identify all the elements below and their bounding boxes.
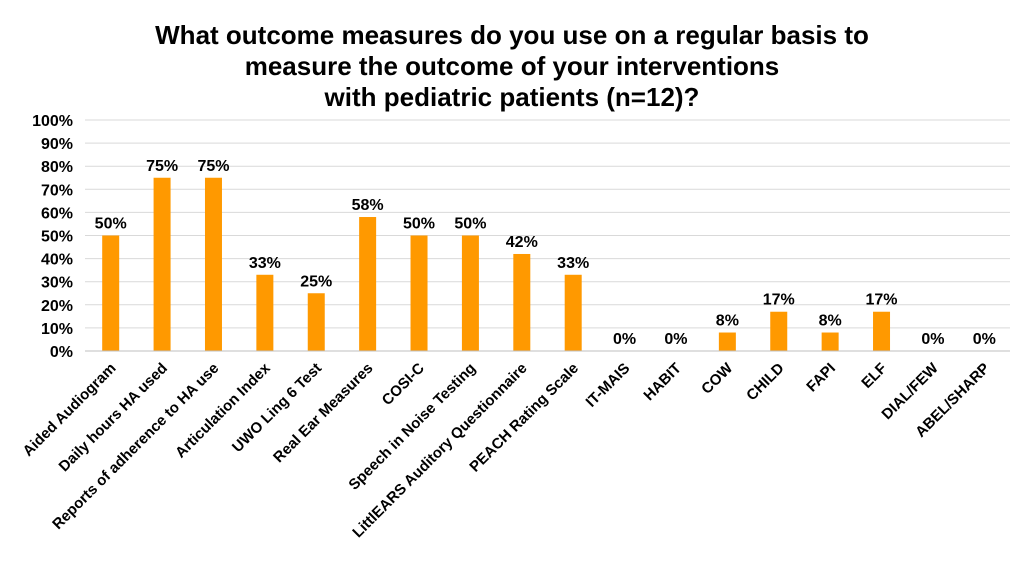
y-tick-label: 40% bbox=[41, 252, 73, 269]
y-tick-label: 50% bbox=[41, 229, 73, 246]
data-label: 50% bbox=[95, 216, 127, 233]
bar bbox=[307, 293, 325, 351]
data-label: 17% bbox=[763, 292, 795, 309]
y-tick-label: 70% bbox=[41, 182, 73, 199]
data-label: 25% bbox=[300, 273, 332, 290]
bar bbox=[770, 311, 788, 351]
data-label: 50% bbox=[403, 216, 435, 233]
data-label: 33% bbox=[249, 255, 281, 272]
bars bbox=[102, 177, 891, 351]
bar bbox=[102, 235, 120, 351]
bar bbox=[873, 311, 891, 351]
y-tick-label: 80% bbox=[41, 159, 73, 176]
x-tick-label: CHILD bbox=[743, 360, 788, 405]
chart-title: What outcome measures do you use on a re… bbox=[0, 20, 1024, 113]
chart-title-line-1: What outcome measures do you use on a re… bbox=[155, 20, 869, 50]
x-tick-label: FAPI bbox=[803, 360, 839, 396]
y-tick-label: 10% bbox=[41, 321, 73, 338]
x-tick-label: HABIT bbox=[640, 360, 684, 404]
bar bbox=[153, 177, 171, 351]
x-tick-label: Aided Audiogram bbox=[20, 360, 120, 460]
y-axis: 0% 10% 20% 30% 40% 50% 60% 70% 80% 90% 100% bbox=[32, 113, 73, 361]
x-tick-label: UWO Ling 6 Test bbox=[229, 360, 325, 456]
data-labels: 50% 75% 75% 33% 25% 58% 50% 50% 42% 33% 0% 0% 8% 17% 8… bbox=[95, 158, 996, 348]
bar bbox=[204, 177, 222, 351]
data-label: 0% bbox=[664, 331, 687, 348]
y-tick-label: 90% bbox=[41, 136, 73, 153]
bar bbox=[821, 332, 839, 351]
y-tick-label: 100% bbox=[32, 113, 73, 130]
x-tick-label: Articulation Index bbox=[172, 359, 274, 461]
y-tick-label: 60% bbox=[41, 205, 73, 222]
data-label: 58% bbox=[352, 197, 384, 214]
data-label: 17% bbox=[866, 292, 898, 309]
data-label: 75% bbox=[197, 158, 229, 175]
y-tick-label: 30% bbox=[41, 275, 73, 292]
y-tick-label: 20% bbox=[41, 298, 73, 315]
bar bbox=[461, 235, 479, 351]
chart-title-line-3: with pediatric patients (n=12)? bbox=[324, 82, 700, 112]
data-label: 0% bbox=[613, 331, 636, 348]
data-label: 8% bbox=[819, 313, 842, 330]
data-label: 75% bbox=[146, 158, 178, 175]
data-label: 0% bbox=[921, 331, 944, 348]
bar bbox=[513, 253, 531, 351]
bar bbox=[359, 217, 377, 351]
bar bbox=[410, 235, 428, 351]
data-label: 8% bbox=[716, 313, 739, 330]
data-label: 33% bbox=[557, 255, 589, 272]
x-tick-label: IT-MAIS bbox=[583, 360, 634, 411]
data-label: 50% bbox=[454, 216, 486, 233]
y-tick-label: 0% bbox=[50, 344, 73, 361]
gridlines bbox=[85, 119, 1010, 329]
chart-title-line-2: measure the outcome of your intervention… bbox=[244, 51, 780, 81]
x-tick-label: Real Ear Measures bbox=[270, 360, 376, 466]
x-tick-label: COSI-C bbox=[379, 360, 428, 409]
bar bbox=[718, 332, 736, 351]
bar bbox=[564, 274, 582, 351]
x-tick-label: ELF bbox=[858, 360, 890, 392]
bar bbox=[256, 274, 274, 351]
data-label: 0% bbox=[973, 331, 996, 348]
x-tick-label: COW bbox=[698, 359, 737, 398]
data-label: 42% bbox=[506, 234, 538, 251]
